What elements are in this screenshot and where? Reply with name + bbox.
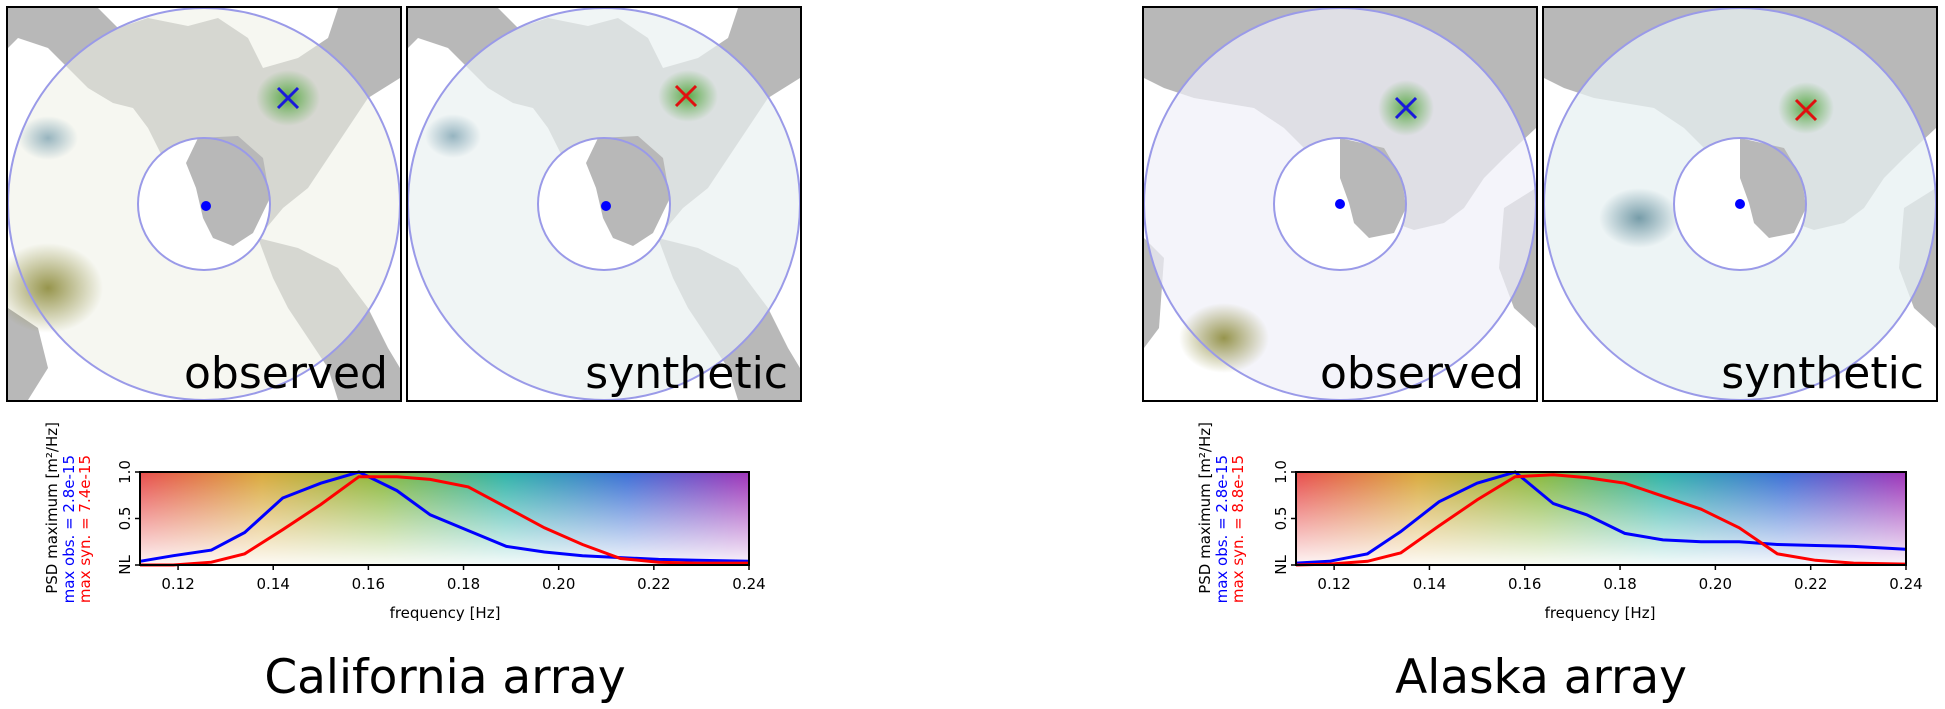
panel-label-observed: observed: [184, 347, 388, 399]
xlabel-frequency: frequency [Hz]: [1545, 604, 1656, 622]
inner-range-circle: [1273, 137, 1407, 271]
observed-psd-line: [1295, 470, 1907, 565]
observed-psd-line: [139, 470, 750, 563]
x-tick-label: 0.12: [161, 575, 194, 593]
alaska-observed-map-svg: [1144, 8, 1536, 400]
panel-label-observed: observed: [1320, 347, 1524, 399]
inner-range-circle: [1673, 137, 1807, 271]
synthetic-psd-line: [1295, 473, 1907, 567]
x-tick-label: 0.18: [447, 575, 480, 593]
blue-energy-blob: [425, 114, 481, 158]
ylabel-psd-maximum: PSD maximum [m²/Hz]: [1196, 422, 1214, 594]
station-array-dots: [201, 201, 211, 211]
x-tick-label: 0.14: [257, 575, 290, 593]
blue-energy-blob: [1599, 188, 1679, 248]
california-synthetic-map: synthetic: [406, 6, 802, 402]
california-synthetic-map-svg: [408, 8, 800, 400]
station-array-dots: [601, 201, 611, 211]
alaska-array-group: observed: [1136, 0, 1945, 709]
array-title-alaska: Alaska array: [1395, 650, 1687, 705]
source-marker: [1794, 98, 1818, 122]
inner-range-circle: [537, 137, 671, 271]
x-tick-label: 0.22: [637, 575, 670, 593]
xlabel-frequency: frequency [Hz]: [390, 604, 501, 622]
x-tick-label: 0.16: [1508, 575, 1541, 593]
inner-range-circle: [137, 137, 271, 271]
y-tick-label: 0.5: [1272, 507, 1290, 531]
synthetic-psd-line: [140, 475, 749, 567]
california-array-group: observed: [0, 0, 810, 709]
source-marker: [1394, 96, 1418, 120]
x-tick-label: 0.24: [732, 575, 765, 593]
spectrum-fade: [1296, 472, 1906, 565]
land-inner: [186, 136, 270, 246]
y-tick-label: 1.0: [1272, 460, 1290, 484]
ylabel-max-obs: max obs. = 2.8e-15: [1213, 455, 1231, 603]
alaska-synthetic-map-svg: [1544, 8, 1936, 400]
station-array-dots: [1735, 199, 1745, 209]
y-tick-label: 1.0: [116, 460, 134, 484]
land-inner: [586, 136, 670, 246]
alaska-synthetic-map: synthetic: [1542, 6, 1938, 402]
alaska-psd-chart: 0.12 0.14 0.16 0.18 0.20 0.22 0.24 NL 0.5 1.0 max…: [1196, 422, 1923, 622]
x-tick-label: 0.24: [1889, 575, 1922, 593]
california-observed-map-svg: [8, 8, 400, 400]
x-tick-label: 0.14: [1413, 575, 1446, 593]
y-tick-label: NL: [1272, 555, 1290, 575]
ylabel-max-syn: max syn. = 8.8e-15: [1229, 455, 1247, 603]
ylabel-max-syn: max syn. = 7.4e-15: [76, 455, 94, 603]
station-array-dots: [1335, 199, 1345, 209]
olive-energy-blob: [1179, 303, 1269, 373]
panel-label-synthetic: synthetic: [585, 347, 788, 399]
land-inner: [1740, 138, 1806, 238]
x-tick-label: 0.20: [1699, 575, 1732, 593]
olive-energy-blob: [8, 243, 103, 333]
spectrum-fade: [140, 472, 749, 565]
alaska-observed-map: observed: [1142, 6, 1538, 402]
y-tick-label: NL: [116, 555, 134, 575]
x-tick-label: 0.22: [1794, 575, 1827, 593]
x-tick-label: 0.18: [1603, 575, 1636, 593]
ylabel-max-obs: max obs. = 2.8e-15: [60, 455, 78, 603]
x-tick-label: 0.12: [1317, 575, 1350, 593]
source-marker: [674, 84, 698, 108]
california-psd-chart: 0.12 0.14 0.16 0.18 0.20 0.22 0.24 NL 0.5 1.0 max…: [43, 422, 766, 622]
ylabel-psd-maximum: PSD maximum [m²/Hz]: [43, 422, 61, 594]
x-tick-label: 0.16: [352, 575, 385, 593]
x-tick-label: 0.20: [542, 575, 575, 593]
blue-energy-blob: [18, 116, 78, 160]
array-title-california: California array: [264, 650, 626, 705]
panel-label-synthetic: synthetic: [1721, 347, 1924, 399]
y-tick-label: 0.5: [116, 507, 134, 531]
source-marker: [276, 86, 300, 110]
land-inner: [1340, 138, 1406, 238]
california-observed-map: observed: [6, 6, 402, 402]
